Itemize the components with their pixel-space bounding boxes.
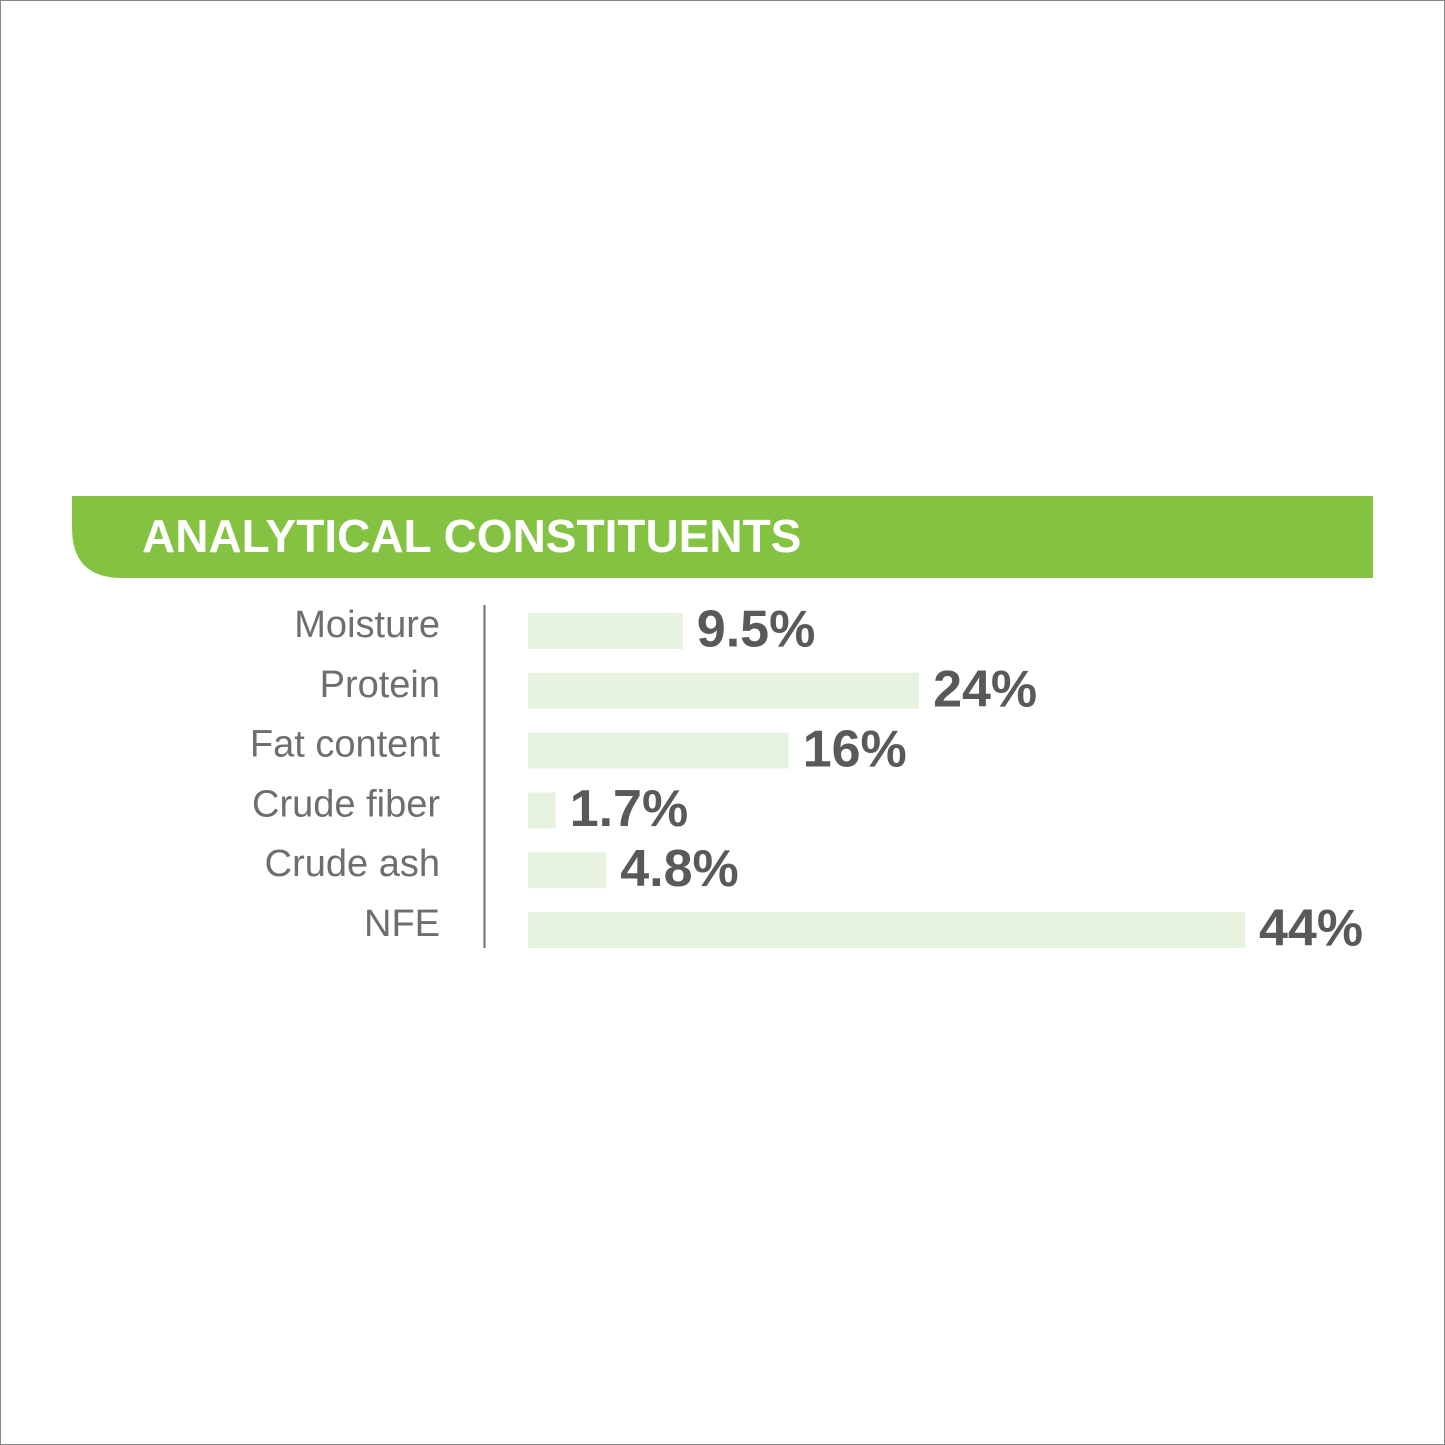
category-label: Fat content (250, 724, 441, 766)
value-label: 24% (933, 661, 1037, 719)
value-label: 9.5% (697, 601, 816, 659)
category-label: Crude fiber (252, 783, 440, 825)
bar (528, 613, 683, 649)
category-label: Crude ash (265, 843, 440, 885)
category-label: Protein (320, 664, 440, 706)
bar (528, 912, 1245, 948)
category-label: Moisture (294, 604, 440, 646)
bar (528, 852, 607, 889)
bar (528, 792, 556, 829)
category-label: NFE (364, 903, 440, 945)
bar (528, 672, 920, 709)
bar (528, 732, 789, 769)
chart-title: ANALYTICAL CONSTITUENTS (142, 510, 801, 562)
value-label: 16% (803, 720, 907, 778)
title-banner (72, 496, 1373, 578)
value-label: 44% (1259, 900, 1363, 958)
value-label: 1.7% (570, 780, 689, 838)
value-label: 4.8% (620, 840, 739, 898)
